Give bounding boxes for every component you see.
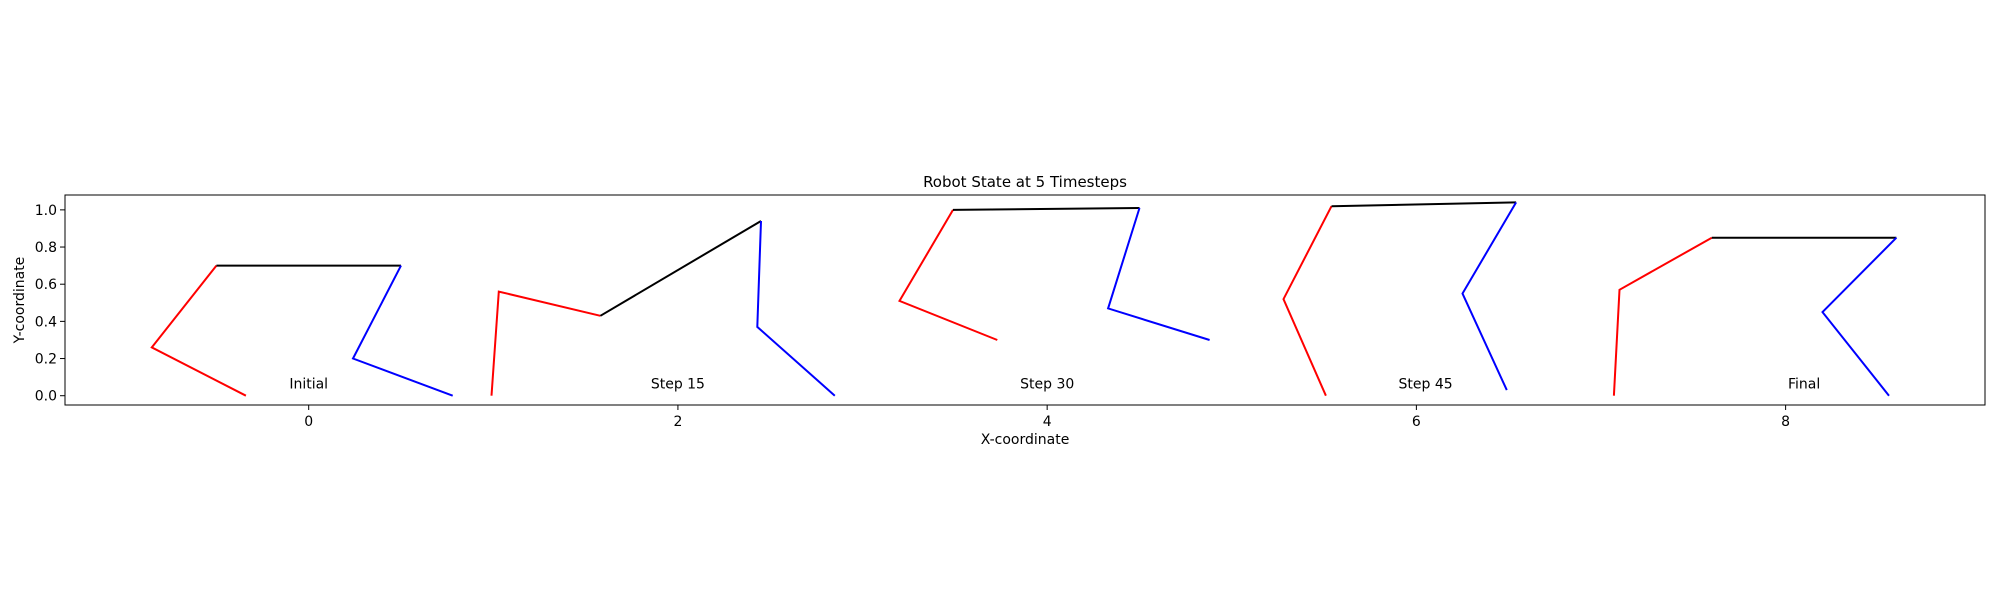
robot-right-leg-line [1106, 207, 1210, 341]
robot-step-2: Step 30 [898, 207, 1210, 393]
robot-left-leg-line [1612, 236, 1713, 396]
robot-left-leg-line [1282, 205, 1333, 397]
robot-body-line [599, 220, 762, 317]
timestep-label: Step 45 [1399, 377, 1453, 393]
timestep-label: Final [1788, 377, 1820, 393]
robot-step-0: Initial [150, 264, 454, 397]
robot-right-leg-line [1461, 201, 1517, 391]
timestep-label: Step 30 [1020, 377, 1074, 393]
robot-step-4: Final [1612, 236, 1898, 397]
robot-body-line [1331, 201, 1517, 208]
x-axis: 0 2 4 6 8 [304, 405, 1790, 430]
x-tick-label: 2 [673, 414, 682, 430]
robot-body-line [952, 207, 1140, 211]
y-tick-label: 0.0 [35, 389, 57, 405]
y-axis: 0.0 0.2 0.4 0.6 0.8 1.0 [35, 203, 65, 405]
robot-left-leg-line [490, 290, 601, 396]
x-axis-label: X-coordinate [981, 432, 1070, 448]
axes-frame [64, 194, 1986, 406]
timestep-label: Step 15 [651, 377, 705, 393]
robot-step-1: Step 15 [490, 220, 836, 397]
robot-left-leg-line [898, 209, 998, 341]
x-tick-label: 4 [1043, 414, 1052, 430]
y-tick-label: 0.6 [35, 277, 57, 293]
y-tick-label: 0.2 [35, 352, 57, 368]
robot-right-leg-line [756, 220, 836, 397]
y-tick-label: 0.8 [35, 240, 57, 256]
x-tick-label: 0 [304, 414, 313, 430]
robot-right-leg-line [1821, 236, 1898, 397]
y-axis-label: Y-coordinate [12, 257, 28, 345]
chart-title: Robot State at 5 Timesteps [923, 173, 1127, 191]
x-tick-label: 6 [1412, 414, 1421, 430]
y-tick-label: 1.0 [35, 203, 57, 219]
robot-left-leg-line [150, 264, 247, 397]
plot-area: Initial Step 15 Step 30 Step 45 Final [150, 201, 1898, 397]
robot-right-leg-line [351, 265, 454, 397]
x-tick-label: 8 [1781, 414, 1790, 430]
y-tick-label: 0.4 [35, 314, 57, 330]
robot-step-3: Step 45 [1282, 201, 1517, 397]
timestep-label: Initial [289, 377, 328, 393]
